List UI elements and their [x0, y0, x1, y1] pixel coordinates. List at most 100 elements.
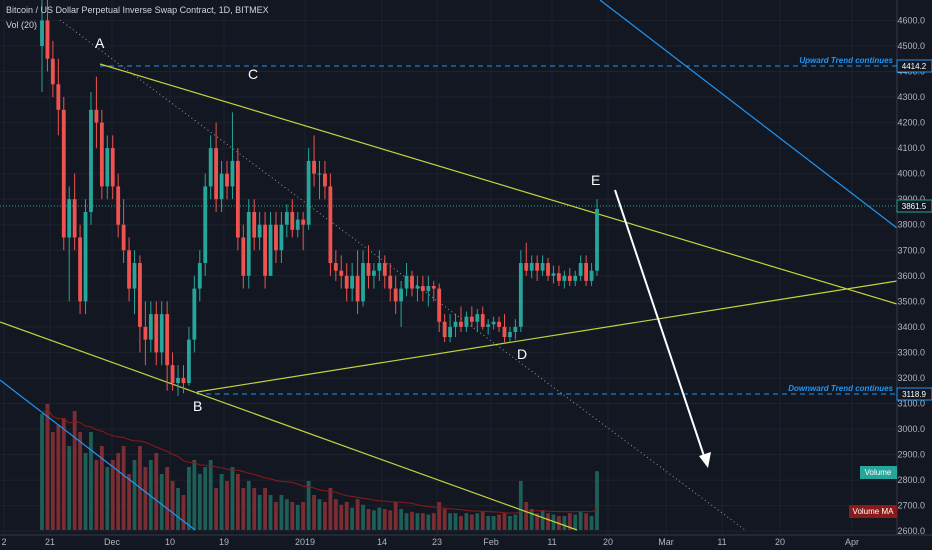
candle-body [225, 173, 229, 187]
volume-bar [410, 511, 414, 530]
candle-body [252, 211, 257, 238]
time-tick-label: 23 [432, 537, 442, 547]
price-tick-label: 4200.0 [897, 118, 925, 128]
price-tick-label: 3300.0 [897, 347, 925, 357]
time-tick-label: 2019 [295, 537, 315, 547]
candle-body [399, 288, 404, 302]
volume-bar [165, 467, 170, 530]
candle-body [257, 224, 262, 238]
volume-bar [551, 514, 556, 530]
volume-bar [567, 513, 572, 530]
volume-bar [399, 509, 404, 530]
candle-body [372, 270, 376, 276]
candle-body [404, 275, 409, 289]
volume-bar [317, 499, 322, 530]
candle-body [344, 275, 349, 289]
volume-bar [290, 502, 295, 530]
candle-body [480, 314, 485, 327]
volume-bar [437, 502, 442, 530]
trend-drawings [0, 0, 898, 531]
candle-body [382, 263, 387, 276]
candle-body [274, 224, 278, 251]
candle-body [595, 209, 599, 271]
candle-body [557, 273, 561, 281]
volume-bar [203, 467, 208, 530]
candle-body [491, 321, 496, 325]
candle-body [132, 263, 137, 289]
blue-channel-lower [0, 379, 196, 531]
volume-bar [344, 502, 349, 530]
volume-bar [323, 502, 327, 530]
volume-bar [176, 488, 180, 530]
candle-body [94, 109, 99, 123]
candle-body [529, 263, 534, 271]
volume-bar [274, 502, 278, 530]
volume-bar [214, 488, 219, 530]
time-axis[interactable] [0, 534, 932, 550]
volume-bar [372, 510, 376, 530]
candle-body [410, 275, 414, 289]
price-axis[interactable] [896, 0, 932, 535]
price-tick-label: 3600.0 [897, 271, 925, 281]
candle-body [83, 211, 88, 302]
time-tick-label: Mar [658, 537, 674, 547]
volume-bar [420, 513, 425, 530]
time-tick-label: Apr [845, 537, 859, 547]
candle-body [56, 84, 61, 110]
volume-bar [535, 513, 540, 530]
volume-bar [459, 516, 463, 530]
candle-body [518, 263, 523, 327]
time-tick-label: 21 [45, 537, 55, 547]
candle-body [219, 173, 224, 200]
candle-body [159, 314, 164, 353]
candle-body [589, 270, 594, 281]
price-tick-label: 3400.0 [897, 322, 925, 332]
volume-bar [197, 474, 202, 530]
candle-body [72, 199, 77, 238]
annotations: A B C D E Upward Trend continues Downwar… [6, 5, 894, 468]
candle-body [170, 365, 175, 384]
candle-body [333, 263, 338, 271]
volume-bar [45, 404, 50, 530]
wave-label-d: D [517, 346, 527, 362]
volume-bar [442, 509, 447, 530]
candle-body [116, 186, 121, 225]
volume-bar [83, 453, 88, 530]
wave-label-c: C [248, 66, 258, 82]
candle-body [355, 275, 360, 302]
wave-label-e: E [591, 172, 600, 188]
candle-body [78, 237, 82, 302]
volume-bar [78, 432, 82, 530]
price-tick-label: 4100.0 [897, 143, 925, 153]
volume-bar [159, 474, 164, 530]
volume-bar [366, 509, 371, 530]
candle-body [431, 286, 436, 289]
candle-body [437, 288, 442, 322]
last-price-badge [896, 199, 932, 213]
candle-body [268, 224, 273, 276]
downward-trend-label: Downward Trend continues [788, 384, 893, 393]
candle-body [148, 314, 153, 340]
candle-body [246, 211, 251, 276]
time-tick-label: 19 [219, 537, 229, 547]
price-tick-label: 4000.0 [897, 169, 925, 179]
volume-bar [312, 495, 316, 530]
volume-bar [355, 499, 360, 530]
candle-body [453, 321, 458, 327]
candle-body [448, 326, 452, 338]
candle-body [508, 331, 512, 338]
candle-body [393, 288, 398, 302]
candle-body [475, 314, 480, 322]
volume-bar [589, 516, 594, 530]
time-tick-label: 2 [1, 537, 6, 547]
volume-bar [56, 425, 61, 530]
candle-body [546, 263, 550, 276]
volume-bar [382, 509, 387, 530]
price-tick-label: 2800.0 [897, 475, 925, 485]
volume-bar [497, 514, 501, 530]
candle-body [573, 275, 578, 281]
candle-body [388, 275, 393, 289]
projection-arrow [614, 189, 707, 463]
candle-body [584, 263, 589, 281]
